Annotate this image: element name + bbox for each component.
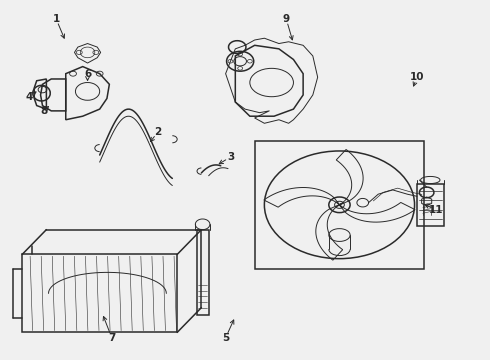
Text: 8: 8: [40, 106, 48, 116]
Text: 7: 7: [108, 333, 116, 343]
Text: 1: 1: [52, 14, 60, 24]
Text: 10: 10: [410, 72, 424, 82]
Text: 3: 3: [227, 152, 234, 162]
Text: 11: 11: [429, 205, 443, 215]
Text: 4: 4: [26, 92, 33, 102]
Text: 2: 2: [154, 127, 161, 137]
Text: 9: 9: [283, 14, 290, 24]
Text: 6: 6: [84, 69, 91, 79]
Text: 5: 5: [222, 333, 229, 343]
